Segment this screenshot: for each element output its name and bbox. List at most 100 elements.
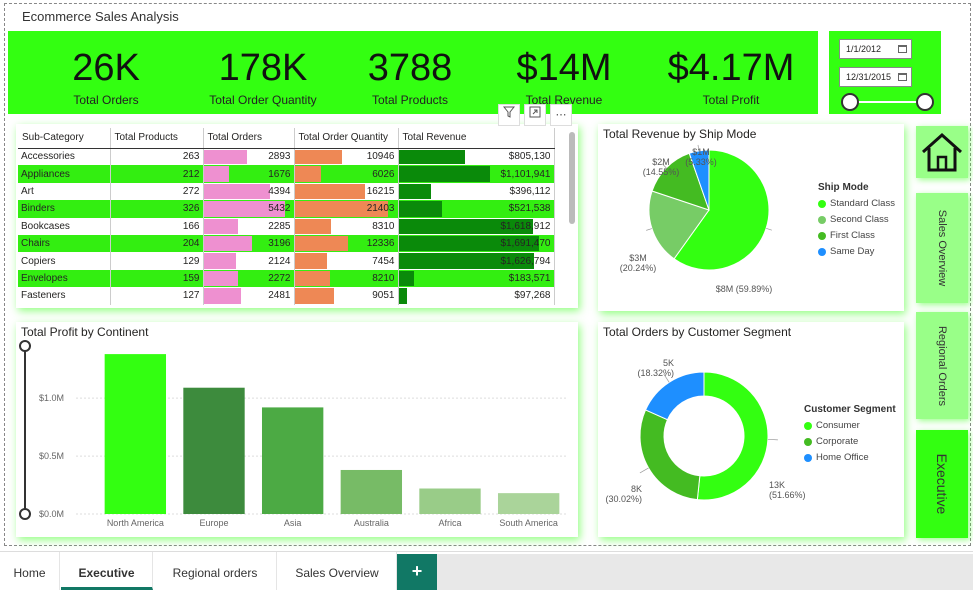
column-header[interactable]: Total Orders [203, 128, 295, 149]
pie-slice-same-day[interactable] [688, 149, 710, 211]
cell-value: $97,268 [514, 290, 551, 302]
card-title: Total Profit by Continent [21, 325, 149, 339]
cell-value: Accessories [21, 151, 75, 163]
subcategory-table: Sub-Category Total Products Total Orders… [18, 128, 555, 305]
tab-executive[interactable]: Executive [61, 552, 153, 590]
profit-continent-card: Total Profit by Continent $0.0M $0.5M $1.0… [16, 322, 578, 537]
cell-value: 2285 [268, 220, 291, 232]
bar-south-america[interactable] [497, 493, 560, 514]
table-cell: 272 [110, 182, 204, 201]
table-cell: Appliances [18, 165, 111, 183]
table-cell: $1,691,470 [398, 234, 555, 253]
cell-value: $1,618,912 [500, 220, 551, 232]
data-bar [203, 218, 238, 234]
value-range-max-handle[interactable] [19, 340, 31, 352]
table-cell: Bookcases [18, 217, 111, 235]
table-row[interactable]: Envelopes 159 2272 8210 $183,571 [18, 269, 555, 288]
table-row[interactable]: Binders 326 5432 21403 $521,538 [18, 200, 555, 218]
table-row[interactable]: Copiers 129 2124 7454 $1,626,794 [18, 252, 555, 270]
add-page-button[interactable]: + [397, 554, 437, 590]
nav-label: Sales Overview [936, 209, 948, 287]
table-row[interactable]: Accessories 263 2893 10946 $805,130 [18, 148, 555, 166]
tab-sales-overview[interactable]: Sales Overview [278, 552, 397, 590]
legend-item[interactable]: Consumer [804, 420, 896, 431]
table-row[interactable]: Appliances 212 1676 6026 $1,101,941 [18, 165, 555, 183]
table-cell: 166 [110, 217, 204, 235]
data-bar [203, 183, 270, 200]
column-header[interactable]: Total Products [110, 128, 204, 149]
focus-mode-icon[interactable] [524, 104, 546, 126]
data-bar [203, 166, 229, 182]
cell-value: $396,112 [509, 185, 551, 197]
date-range-track[interactable] [851, 101, 927, 103]
ship-mode-card: Total Revenue by Ship Mode $8M (59.89%) $… [598, 124, 904, 311]
legend-item[interactable]: Second Class [818, 214, 895, 225]
pie-slice-standard-class[interactable] [673, 149, 770, 271]
x-tick-label: North America [107, 518, 164, 528]
bar-asia[interactable] [261, 407, 324, 514]
data-bar [294, 235, 349, 252]
subcategory-table-card: Sub-Category Total Products Total Orders… [16, 124, 578, 308]
kpi-total-order-quantity: 178K Total Order Quantity [188, 31, 338, 107]
column-header[interactable]: Total Order Quantity [294, 128, 399, 149]
table-scrollbar[interactable] [569, 132, 575, 224]
home-nav-button[interactable] [916, 126, 968, 178]
pie-slice-first-class[interactable] [651, 152, 710, 211]
table-row[interactable]: Art 272 4394 16215 $396,112 [18, 182, 555, 201]
tab-bar-empty-area [437, 554, 973, 590]
kpi-label: Total Order Quantity [209, 93, 317, 107]
table-row[interactable]: Bookcases 166 2285 8310 $1,618,912 [18, 217, 555, 235]
date-range-end-handle[interactable] [916, 93, 934, 111]
more-options-icon[interactable]: ⋯ [550, 104, 572, 126]
bar-north-america[interactable] [104, 354, 167, 514]
start-date-input[interactable]: 1/1/2012 [839, 39, 912, 59]
table-cell: $805,130 [398, 148, 555, 166]
calendar-icon[interactable] [898, 45, 907, 53]
table-cell: $97,268 [398, 287, 555, 305]
data-bar [294, 218, 331, 234]
regional-orders-nav-button[interactable]: Regional Orders [916, 312, 968, 419]
sales-overview-nav-button[interactable]: Sales Overview [916, 193, 968, 303]
date-range-start-handle[interactable] [841, 93, 859, 111]
slice-label: 5K (18.32%) [637, 358, 674, 378]
legend-item[interactable]: Same Day [818, 246, 895, 257]
bar-africa[interactable] [419, 488, 481, 514]
donut-slice-consumer[interactable] [696, 371, 769, 501]
y-tick-label: $0.0M [39, 509, 64, 519]
executive-nav-button[interactable]: Executive [916, 430, 968, 538]
column-header[interactable]: Total Revenue [398, 128, 555, 149]
legend-item[interactable]: Corporate [804, 436, 896, 447]
cell-value: 6026 [372, 168, 395, 180]
calendar-icon[interactable] [898, 73, 907, 81]
filter-icon[interactable] [498, 104, 520, 126]
cell-value: Binders [21, 203, 55, 215]
cell-value: 16215 [366, 185, 395, 197]
donut-slice-corporate[interactable] [639, 409, 701, 501]
donut-slice-home-office[interactable] [644, 371, 705, 421]
table-cell: $183,571 [398, 269, 555, 288]
table-row[interactable]: Fasteners 127 2481 9051 $97,268 [18, 287, 555, 305]
table-row[interactable]: Chairs 204 3196 12336 $1,691,470 [18, 234, 555, 253]
bar-australia[interactable] [340, 469, 403, 514]
bar-europe[interactable] [183, 387, 245, 514]
end-date-input[interactable]: 12/31/2015 [839, 67, 912, 87]
x-tick-label: Asia [284, 518, 302, 528]
legend-label: Second Class [830, 214, 889, 225]
data-bar [203, 288, 241, 304]
report-title: Ecommerce Sales Analysis [22, 9, 179, 24]
kpi-label: Total Revenue [525, 93, 603, 107]
column-header[interactable]: Sub-Category [18, 128, 111, 149]
data-bar [203, 201, 286, 217]
legend-item[interactable]: Home Office [804, 452, 896, 463]
tab-home[interactable]: Home [0, 552, 60, 590]
legend-item[interactable]: First Class [818, 230, 895, 241]
legend-item[interactable]: Standard Class [818, 198, 895, 209]
cell-value: Appliances [21, 168, 70, 180]
data-bar [203, 253, 236, 269]
value-range-min-handle[interactable] [19, 508, 31, 520]
data-bar [203, 235, 252, 252]
page-tab-bar: Home Executive Regional orders Sales Ove… [0, 551, 973, 590]
tab-regional-orders[interactable]: Regional orders [154, 552, 277, 590]
cell-value: 3196 [268, 238, 291, 250]
cell-value: 159 [182, 272, 200, 284]
